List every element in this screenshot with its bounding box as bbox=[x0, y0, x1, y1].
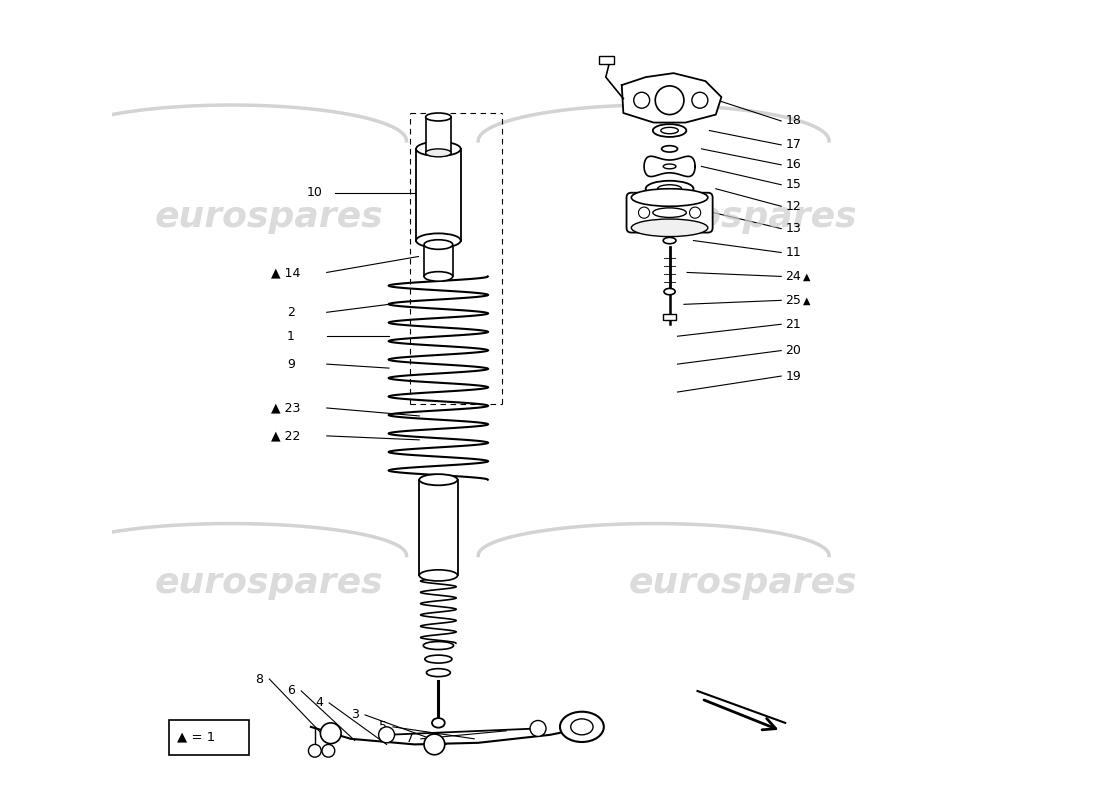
Text: ▲: ▲ bbox=[803, 271, 811, 282]
Text: 18: 18 bbox=[785, 114, 801, 127]
Ellipse shape bbox=[424, 272, 453, 282]
Ellipse shape bbox=[661, 127, 679, 134]
Text: 6: 6 bbox=[287, 685, 295, 698]
Text: 8: 8 bbox=[255, 673, 263, 686]
Ellipse shape bbox=[425, 655, 452, 663]
Text: 4: 4 bbox=[315, 697, 322, 710]
Text: 25: 25 bbox=[785, 294, 801, 307]
FancyBboxPatch shape bbox=[169, 720, 250, 754]
Circle shape bbox=[692, 92, 707, 108]
Ellipse shape bbox=[426, 113, 451, 121]
Polygon shape bbox=[621, 73, 722, 122]
Polygon shape bbox=[645, 156, 695, 177]
Ellipse shape bbox=[416, 142, 461, 156]
Ellipse shape bbox=[664, 288, 675, 294]
Ellipse shape bbox=[424, 240, 453, 250]
Text: eurospares: eurospares bbox=[155, 566, 384, 600]
FancyBboxPatch shape bbox=[627, 193, 713, 233]
Circle shape bbox=[638, 207, 650, 218]
Ellipse shape bbox=[432, 718, 444, 728]
Text: 1: 1 bbox=[287, 330, 295, 342]
Text: 9: 9 bbox=[287, 358, 295, 370]
Text: ▲ 14: ▲ 14 bbox=[271, 266, 300, 279]
Text: 24: 24 bbox=[785, 270, 801, 283]
Text: 15: 15 bbox=[785, 178, 801, 191]
Text: 19: 19 bbox=[785, 370, 801, 382]
Text: ▲ 23: ▲ 23 bbox=[271, 402, 300, 414]
Text: eurospares: eurospares bbox=[628, 200, 857, 234]
Circle shape bbox=[424, 734, 444, 754]
Circle shape bbox=[690, 207, 701, 218]
Text: 21: 21 bbox=[785, 318, 801, 330]
Ellipse shape bbox=[571, 719, 593, 735]
Ellipse shape bbox=[661, 146, 678, 152]
Text: 2: 2 bbox=[287, 306, 295, 319]
Bar bbox=[419, 480, 458, 575]
Text: 10: 10 bbox=[307, 186, 322, 199]
Bar bbox=[416, 149, 461, 241]
Text: ▲ = 1: ▲ = 1 bbox=[177, 730, 216, 744]
Ellipse shape bbox=[416, 234, 461, 248]
Text: ▲: ▲ bbox=[803, 295, 811, 306]
Circle shape bbox=[634, 92, 650, 108]
Circle shape bbox=[656, 86, 684, 114]
Text: eurospares: eurospares bbox=[628, 566, 857, 600]
Text: 5: 5 bbox=[378, 720, 386, 734]
Circle shape bbox=[308, 744, 321, 757]
Ellipse shape bbox=[646, 181, 693, 197]
Text: 17: 17 bbox=[785, 138, 801, 151]
Ellipse shape bbox=[663, 238, 676, 244]
Bar bbox=[663, 314, 676, 320]
Bar bbox=[424, 245, 453, 277]
Ellipse shape bbox=[419, 474, 458, 486]
Circle shape bbox=[378, 727, 395, 743]
Text: 3: 3 bbox=[351, 709, 359, 722]
Ellipse shape bbox=[663, 164, 676, 169]
Ellipse shape bbox=[631, 189, 708, 206]
Ellipse shape bbox=[560, 712, 604, 742]
Ellipse shape bbox=[426, 149, 451, 157]
Circle shape bbox=[530, 721, 546, 737]
Ellipse shape bbox=[652, 208, 686, 218]
Circle shape bbox=[322, 744, 334, 757]
Ellipse shape bbox=[631, 219, 708, 237]
Circle shape bbox=[320, 723, 341, 744]
Text: 7: 7 bbox=[407, 732, 415, 746]
Ellipse shape bbox=[652, 124, 686, 137]
Ellipse shape bbox=[424, 642, 453, 650]
Bar bbox=[426, 117, 451, 153]
Bar bbox=[600, 55, 614, 63]
Text: 20: 20 bbox=[785, 344, 801, 357]
Text: 12: 12 bbox=[785, 200, 801, 213]
Text: eurospares: eurospares bbox=[155, 200, 384, 234]
Text: 13: 13 bbox=[785, 222, 801, 235]
Text: 16: 16 bbox=[785, 158, 801, 171]
Text: ▲ 22: ▲ 22 bbox=[271, 430, 300, 442]
Ellipse shape bbox=[658, 185, 682, 193]
Ellipse shape bbox=[419, 570, 458, 581]
Ellipse shape bbox=[427, 669, 450, 677]
Text: 11: 11 bbox=[785, 246, 801, 259]
